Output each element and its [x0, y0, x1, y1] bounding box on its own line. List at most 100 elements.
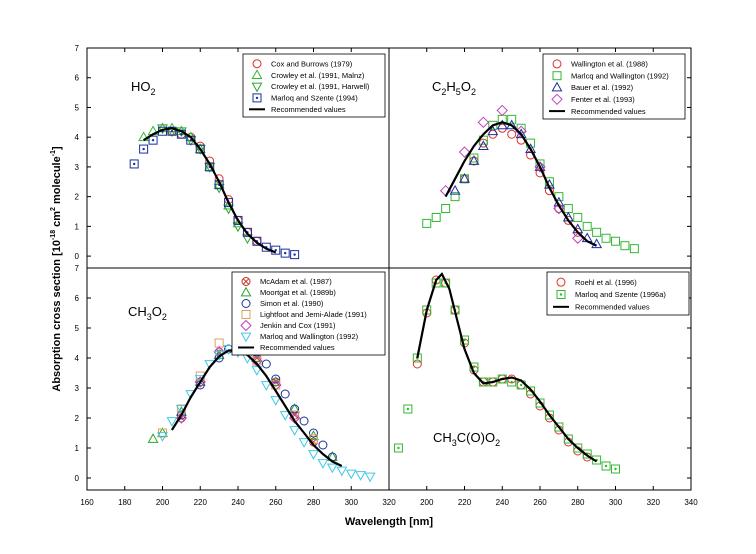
data-point: [309, 428, 318, 438]
recommended-curve: [444, 121, 598, 247]
legend-marker: [556, 277, 566, 287]
data-point: [279, 411, 291, 421]
data-point: [317, 459, 329, 469]
data-point: [496, 104, 508, 117]
y-tick-label: 6: [75, 74, 80, 83]
species-c2h5o2: C2H5O2: [432, 79, 476, 97]
data-point: [620, 241, 630, 251]
data-point: [157, 432, 168, 442]
data-point: [525, 143, 537, 153]
data-point: [336, 466, 348, 477]
data-point: [289, 426, 301, 436]
legend-marker-box: [252, 93, 262, 103]
data-point-box: [460, 335, 469, 345]
legend-marker-cross: [242, 278, 250, 285]
legend-marker: [240, 319, 252, 332]
data-point: [469, 153, 479, 163]
data-point: [139, 144, 149, 154]
data-point-dot: [283, 251, 287, 255]
legend-label: Crowley et al. (1991, Malnz): [271, 71, 365, 80]
legend-panel-1: Wallington et al. (1988) Marlcq and Walli…: [542, 53, 686, 120]
data-point: [138, 131, 150, 142]
data-point: [553, 202, 565, 215]
data-point-box: [224, 198, 234, 208]
data-point: [175, 412, 188, 424]
species-ch3o2: CH3O2: [128, 304, 167, 322]
data-point-box: [290, 250, 300, 260]
data-point-box: [148, 135, 158, 145]
species-ho2: HO2: [131, 79, 156, 97]
legend-panel-3: Roehl et al. (1996) Marloq and Szente (19…: [546, 271, 690, 316]
legend-layer: Cox and Burrows (1979) Crowley et al. (19…: [231, 53, 690, 356]
x-axis-label: Wavelength [nm]: [345, 516, 434, 528]
data-point: [431, 212, 441, 222]
data-point: [166, 417, 178, 427]
data-point-dot: [142, 147, 145, 151]
panel-0-data: [129, 122, 300, 260]
legend-panel-0: Cox and Burrows (1979) Crowley et al. (19…: [242, 53, 386, 118]
data-point-box: [563, 434, 573, 444]
legend-marker: [252, 59, 262, 69]
data-point-box: [611, 464, 620, 474]
data-point-box: [403, 404, 413, 414]
data-point: [629, 244, 639, 254]
data-point: [468, 155, 480, 165]
x-tick-label: 180: [118, 498, 132, 507]
data-point: [147, 433, 159, 443]
data-point: [232, 222, 244, 233]
x-tick-label: 340: [684, 498, 698, 507]
legend-label: Bauer et al. (1992): [571, 83, 634, 92]
x-tick-label: 260: [269, 498, 283, 507]
data-point: [611, 464, 620, 474]
data-point: [534, 161, 546, 171]
data-point-dot: [614, 467, 617, 471]
x-tick-label: 240: [496, 498, 510, 507]
legend-marker: [252, 93, 262, 103]
legend-marker: [240, 332, 252, 343]
data-point: [459, 172, 470, 183]
data-point-box: [139, 144, 149, 154]
legend-label: Wallington et al. (1988): [571, 60, 648, 69]
data-point: [355, 471, 367, 481]
x-tick-label: 220: [194, 498, 208, 507]
data-point-dot: [170, 130, 174, 133]
label-layer: Wavelength [nm] Absorption cross section…: [50, 79, 500, 528]
data-point-box: [195, 144, 205, 154]
data-point: [460, 335, 469, 345]
data-point: [412, 359, 422, 369]
data-point: [251, 366, 263, 376]
axes-layer: 0 1 2 3 4 5 6 7 0 1 2 3 4 5 6 7 160 180 200 220 240 260 280 300…: [75, 44, 699, 507]
data-point: [403, 404, 413, 414]
legend-marker-dot: [559, 293, 563, 296]
recommended-curve: [143, 127, 277, 254]
data-point: [601, 461, 611, 471]
legend-marker: [552, 59, 562, 69]
data-point-dot: [397, 446, 400, 450]
data-point: [582, 221, 592, 231]
y-tick-label: 7: [75, 44, 80, 53]
legend-panel-2: McAdam et al. (1987) Moortgat et al. (198…: [231, 271, 386, 356]
legend-label: Cox and Burrows (1979): [271, 59, 353, 68]
x-tick-label: 280: [571, 498, 585, 507]
data-point-box: [582, 449, 592, 459]
data-point-box: [526, 386, 536, 396]
x-tick-label: 200: [156, 498, 170, 507]
data-point: [148, 135, 158, 145]
data-point: [573, 212, 583, 222]
y-tick-label: 1: [75, 444, 80, 453]
data-point: [458, 146, 471, 158]
data-point: [271, 245, 281, 255]
x-tick-label: 160: [80, 498, 94, 507]
legend-label: Marloq and Szente (1994): [271, 94, 358, 103]
data-point: [563, 204, 573, 214]
legend-label: Recommended values: [260, 343, 335, 352]
data-point-box: [535, 398, 545, 408]
legend-box: [231, 271, 386, 356]
legend-marker: [251, 82, 263, 93]
recommended-curve: [170, 349, 343, 467]
data-point-box: [554, 422, 564, 432]
data-point: [601, 233, 611, 243]
data-point-box: [573, 443, 583, 453]
data-point: [129, 159, 139, 169]
data-point-box: [544, 410, 554, 420]
